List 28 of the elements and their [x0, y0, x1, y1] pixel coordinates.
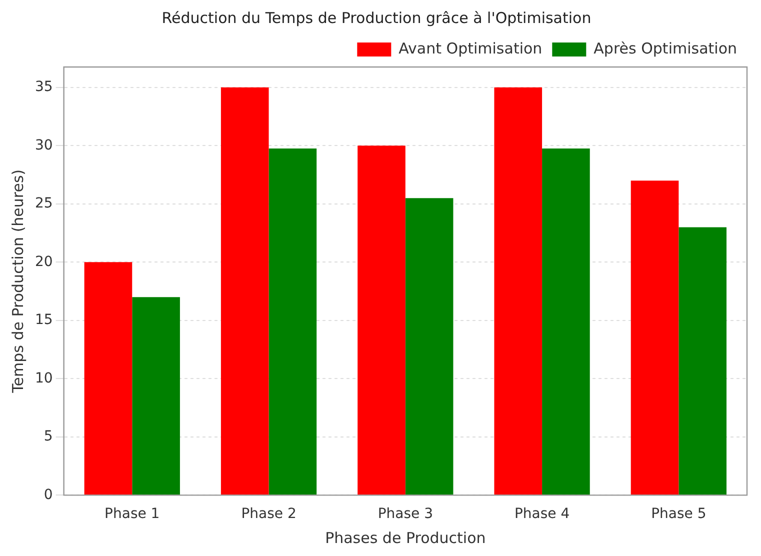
x-tick-label: Phase 5	[651, 506, 706, 522]
bar	[405, 198, 454, 495]
y-tick-label: 15	[34, 312, 53, 328]
x-tick-label: Phase 4	[514, 506, 570, 522]
bar	[220, 87, 269, 495]
y-axis-title: Temps de Production (heures)	[8, 169, 27, 394]
bar	[494, 87, 542, 495]
bar	[630, 180, 679, 495]
legend-label: Après Optimisation	[594, 39, 737, 58]
x-axis-title: Phases de Production	[325, 528, 486, 547]
bar	[84, 262, 132, 495]
bar	[268, 148, 317, 495]
x-tick-label: Phase 2	[241, 506, 296, 522]
y-tick-label: 35	[34, 79, 53, 96]
y-tick-label: 0	[44, 486, 53, 503]
legend-label: Avant Optimisation	[398, 39, 542, 58]
y-tick-label: 30	[34, 137, 53, 154]
chart-title: Réduction du Temps de Production grâce à l'Optimisation	[162, 8, 592, 27]
y-tick-label: 20	[34, 254, 53, 270]
y-tick-label: 25	[34, 196, 53, 212]
bar	[542, 148, 590, 495]
bar	[678, 227, 727, 495]
x-tick-label: Phase 1	[104, 506, 160, 522]
y-tick-label: 10	[34, 370, 53, 386]
x-tick-label: Phase 3	[378, 506, 433, 522]
y-tick-label: 5	[44, 428, 53, 445]
bar	[358, 146, 406, 495]
bar	[132, 297, 180, 495]
